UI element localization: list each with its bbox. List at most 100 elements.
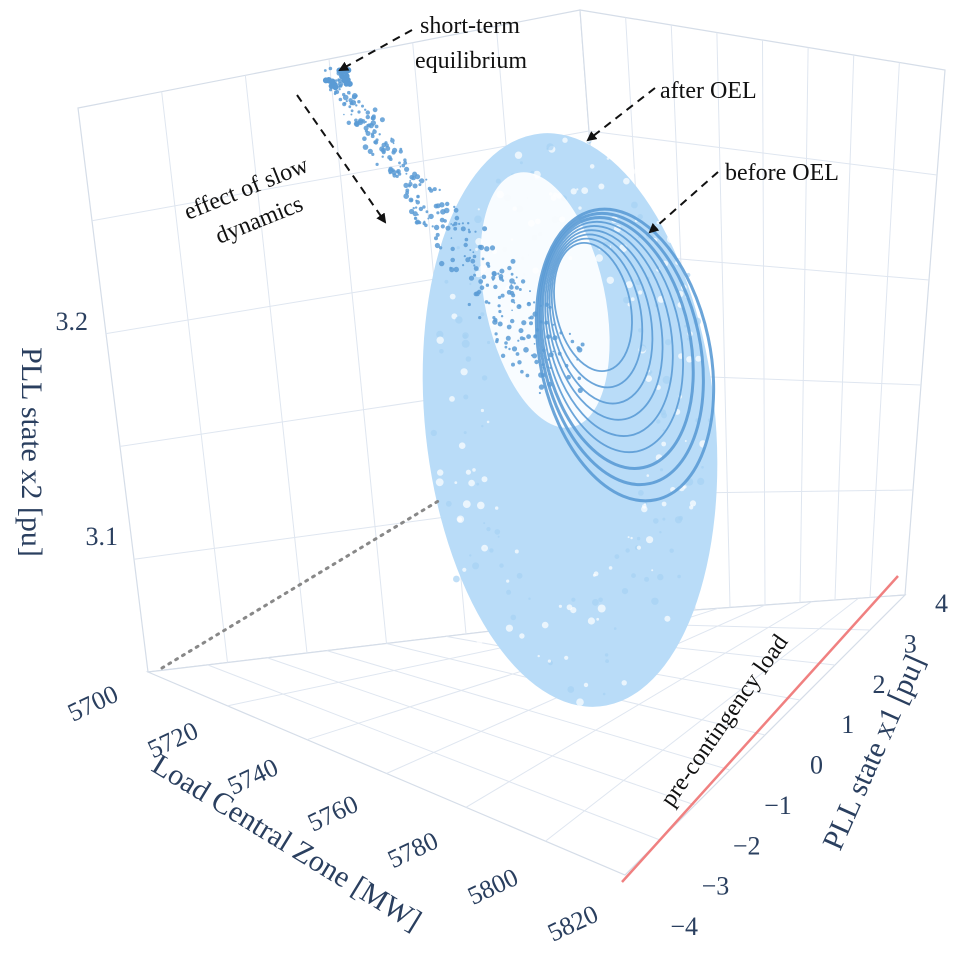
after-oel-point [589,164,595,169]
annotation-before-oel: before OEL [725,160,839,186]
after-oel-point [628,167,636,176]
slow-dynamics-point [381,155,384,158]
after-oel-point [453,575,460,583]
slow-dynamics-point [432,187,437,192]
slow-dynamics-point [362,144,369,150]
slow-dynamics-point [515,352,520,356]
after-oel-point [602,692,606,696]
slow-dynamics-point [364,108,367,112]
slow-dynamics-point [381,142,387,148]
after-oel-point [604,653,609,657]
grid-line [834,54,855,601]
after-oel-point [637,214,643,220]
slow-dynamics-point [395,174,399,178]
slow-dynamics-point [450,237,453,239]
slow-dynamics-point [337,78,340,81]
slow-dynamics-point [363,121,366,124]
after-oel-point [669,548,674,553]
slow-dynamics-point [357,100,361,104]
after-oel-point [598,183,605,190]
after-oel-point [689,505,694,510]
after-oel-point [444,279,449,284]
annotation-line: short-term [420,13,520,39]
slow-dynamics-point [362,136,367,141]
after-oel-point [437,469,444,476]
slow-dynamics-point [385,143,389,148]
slow-dynamics-point [504,345,508,349]
after-oel-point [458,442,466,450]
after-oel-point [481,424,484,428]
slow-dynamics-point [533,301,536,304]
grid-line [207,664,661,841]
slow-dynamics-point [416,213,419,216]
slow-dynamics-point [385,146,391,151]
slow-dynamics-point [450,246,455,252]
after-oel-point [435,478,444,487]
after-oel-point [481,375,488,381]
after-oel-point [468,479,475,487]
slow-dynamics-point [484,246,490,252]
equilibrium-point [328,83,335,89]
slow-dynamics-point [452,223,455,227]
after-oel-point [480,408,484,413]
slow-dynamics-point [552,350,555,353]
slow-dynamics-point [436,211,440,215]
slow-dynamics-point [500,293,505,298]
slow-dynamics-point [468,275,475,281]
slow-dynamics-point [478,279,484,284]
slow-dynamics-point [381,150,386,155]
slow-dynamics-point [414,220,419,225]
slow-dynamics-point [412,207,415,210]
slow-dynamics-point [477,244,483,249]
y-tick-label: −1 [764,791,792,820]
slow-dynamics-point [489,245,496,251]
grid-line [326,650,731,771]
slow-dynamics-point [392,142,395,145]
slow-dynamics-point [398,149,403,154]
after-oel-point [630,536,633,540]
grid-line [244,75,308,654]
after-oel-point [495,178,501,184]
after-oel-point [516,572,523,579]
before-oel-ring [546,229,664,421]
slow-dynamics-point [375,162,379,166]
after-oel-point [486,527,491,532]
slow-dynamics-point [411,175,416,181]
after-oel-point [463,431,467,435]
slow-dynamics-point [424,223,428,228]
slow-dynamics-point [422,205,426,209]
before-oel-ring [542,220,684,454]
after-oel-point [662,375,671,384]
slow-dynamics-point [450,257,456,263]
slow-dynamics-point [375,138,379,142]
after-oel-point [623,296,630,304]
after-oel-point [606,276,614,284]
y-tick-label: 3 [904,629,917,658]
slow-dynamics-point [493,284,498,290]
after-oel-point [514,549,519,554]
after-oel-point [456,246,460,250]
x-axis-title: Load Central Zone [MW] [146,748,427,938]
after-oel-point [684,440,687,442]
slow-dynamics-point [425,210,429,214]
slow-dynamics-point [434,236,438,241]
after-oel-point [537,654,540,658]
slow-dynamics-point [338,88,341,91]
y-tick-label: −2 [733,831,761,860]
slow-dynamics-point [403,182,409,188]
slow-dynamics-point [440,224,445,229]
slow-dynamics-point [453,205,456,209]
slow-dynamics-point [350,113,353,116]
before-oel-ring [544,225,674,437]
after-oel-point [608,566,613,570]
slow-dynamics-point [352,93,358,99]
slow-dynamics-point [484,300,489,304]
slow-dynamics-point [464,237,469,242]
slow-dynamics-point [438,188,441,192]
after-oel-point [659,531,662,534]
slow-dynamics-point [357,110,361,114]
after-oel-point [592,599,599,606]
slow-dynamics-point [531,353,538,359]
slow-dynamics-point [427,186,432,191]
after-oel-point [445,500,452,507]
